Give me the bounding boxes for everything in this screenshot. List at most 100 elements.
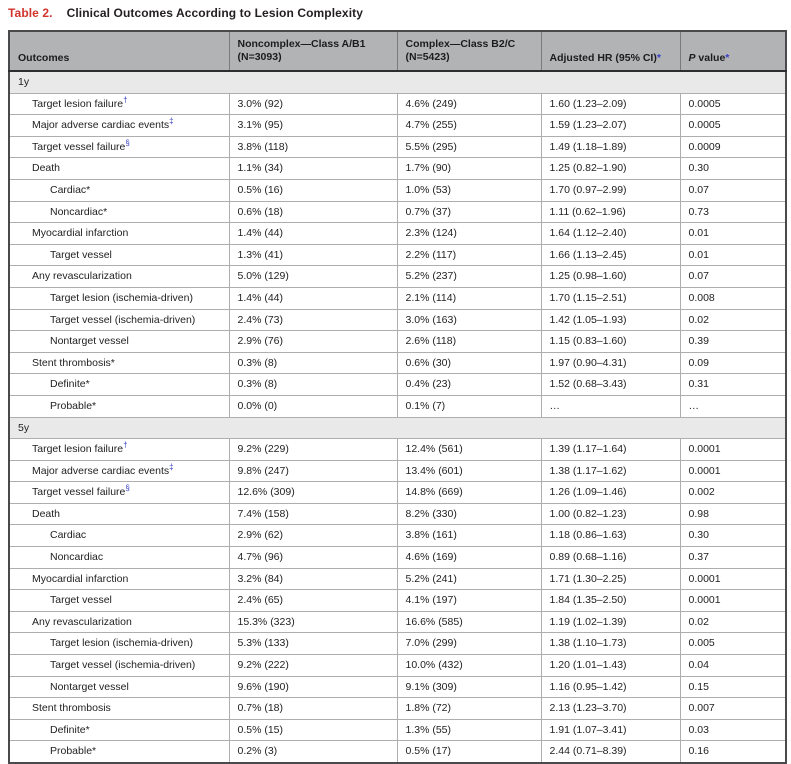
- outcome-label: Definite*: [8, 718, 230, 742]
- outcome-label: Death: [8, 502, 230, 526]
- table-row: Target lesion failure† 3.0% (92) 4.6% (249…: [8, 92, 787, 116]
- complex-value: 1.7% (90): [396, 157, 542, 180]
- outcome-label-text: Any revascularization: [32, 615, 132, 628]
- p-value: 0.01: [679, 243, 787, 267]
- outcome-label-text: Probable*: [50, 399, 97, 412]
- outcome-label: Target vessel failure§: [8, 135, 230, 159]
- outcome-label-text: Target vessel: [50, 248, 112, 261]
- outcome-label-text: Cardiac: [50, 529, 87, 542]
- complex-value: 4.6% (249): [396, 92, 542, 116]
- p-value: 0.03: [679, 718, 787, 742]
- noncomplex-value: 0.2% (3): [228, 740, 398, 764]
- adjusted-hr-value: 0.89 (0.68–1.16): [540, 546, 681, 569]
- table-row: Target lesion (ischemia-driven) 5.3% (133…: [8, 632, 787, 656]
- adjusted-hr-value: 1.38 (1.10–1.73): [540, 632, 681, 656]
- complex-value: 1.8% (72): [396, 697, 542, 720]
- p-value: 0.002: [679, 481, 787, 504]
- table-title-text: Clinical Outcomes According to Lesion Co…: [66, 6, 363, 20]
- outcome-label-text: Target lesion failure: [32, 97, 124, 110]
- outcome-label-text: Target lesion (ischemia-driven): [50, 291, 193, 304]
- table-row: Probable* 0.0% (0) 0.1% (7)……: [8, 394, 787, 418]
- table-row: Death 7.4% (158) 8.2% (330) 1.00 (0.82–1.23…: [8, 502, 787, 526]
- adjusted-hr-value: 1.42 (1.05–1.93): [540, 308, 681, 332]
- table-row: Death 1.1% (34) 1.7% (90) 1.25 (0.82–1.90) 0…: [8, 157, 787, 180]
- outcome-label: Definite*: [8, 373, 230, 396]
- adjusted-hr-value: 1.26 (1.09–1.46): [540, 481, 681, 504]
- adjusted-hr-value: 1.52 (0.68–3.43): [540, 373, 681, 396]
- footnote-symbol: ‡: [169, 462, 174, 472]
- footnote-asterisk: *: [656, 52, 661, 64]
- noncomplex-value: 1.3% (41): [228, 243, 398, 267]
- outcome-label: Target lesion (ischemia-driven): [8, 286, 230, 310]
- p-value: 0.30: [679, 157, 787, 180]
- outcome-label: Myocardial infarction: [8, 222, 230, 245]
- adjusted-hr-value: 1.49 (1.18–1.89): [540, 135, 681, 159]
- p-value: 0.16: [679, 740, 787, 764]
- table-row: Any revascularization 15.3% (323) 16.6% (5…: [8, 610, 787, 634]
- complex-value: 13.4% (601): [396, 459, 542, 483]
- noncomplex-value: 0.0% (0): [228, 394, 398, 418]
- complex-value: 8.2% (330): [396, 502, 542, 526]
- table-row: Target vessel failure§ 3.8% (118) 5.5% (29…: [8, 135, 787, 159]
- adjusted-hr-value: 1.25 (0.82–1.90): [540, 157, 681, 180]
- p-value: 0.0001: [679, 438, 787, 461]
- col-header-noncomplex-label: Noncomplex—Class A/B1: [237, 37, 366, 50]
- col-header-complex: Complex—Class B2/C (N=5423): [396, 31, 541, 72]
- p-value: 0.07: [679, 178, 787, 202]
- outcome-label: Noncardiac*: [8, 200, 230, 224]
- adjusted-hr-value: 1.38 (1.17–1.62): [540, 459, 681, 483]
- outcome-label: Target vessel failure§: [8, 481, 230, 504]
- p-value: 0.73: [679, 200, 787, 224]
- outcome-label-text: Target vessel: [50, 594, 112, 607]
- adjusted-hr-value: 1.15 (0.83–1.60): [540, 330, 681, 353]
- noncomplex-value: 9.6% (190): [228, 675, 398, 699]
- p-value: …: [679, 394, 787, 418]
- outcome-label: Any revascularization: [8, 610, 230, 634]
- outcome-label-text: Death: [32, 507, 61, 520]
- adjusted-hr-value: …: [540, 394, 681, 418]
- noncomplex-value: 12.6% (309): [228, 481, 398, 504]
- p-value: 0.0005: [679, 114, 787, 137]
- complex-value: 3.8% (161): [396, 524, 542, 548]
- noncomplex-value: 0.3% (8): [228, 373, 398, 396]
- noncomplex-value: 4.7% (96): [228, 546, 398, 569]
- outcome-label: Probable*: [8, 740, 230, 764]
- section-label: 1y: [9, 70, 786, 94]
- p-value: 0.09: [679, 351, 787, 375]
- outcome-label-text: Nontarget vessel: [50, 680, 129, 693]
- section-row: 5y: [9, 416, 786, 440]
- table-row: Cardiac* 0.5% (16) 1.0% (53) 1.70 (0.97–2.9…: [8, 178, 787, 202]
- p-value: 0.30: [679, 524, 787, 548]
- section-row: 1y: [9, 70, 786, 94]
- outcome-label: Stent thrombosis*: [8, 351, 230, 375]
- p-value: 0.01: [679, 222, 787, 245]
- section-label: 5y: [9, 416, 786, 440]
- footnote-symbol: §: [125, 138, 130, 148]
- complex-value: 2.6% (118): [396, 330, 542, 353]
- col-header-outcomes-label: Outcomes: [18, 52, 70, 64]
- table-row: Target lesion failure† 9.2% (229) 12.4% (5…: [8, 438, 787, 461]
- noncomplex-value: 9.2% (229): [228, 438, 398, 461]
- footnote-symbol: †: [123, 440, 128, 450]
- noncomplex-value: 9.2% (222): [228, 654, 398, 677]
- p-value: 0.008: [679, 286, 787, 310]
- outcome-label: Target vessel: [8, 589, 230, 612]
- table-row: Noncardiac* 0.6% (18) 0.7% (37) 1.11 (0.62–…: [8, 200, 787, 224]
- table-row: Major adverse cardiac events‡ 9.8% (247) 1…: [8, 459, 787, 483]
- p-value: 0.007: [679, 697, 787, 720]
- noncomplex-value: 2.9% (62): [228, 524, 398, 548]
- complex-value: 2.1% (114): [396, 286, 542, 310]
- adjusted-hr-value: 1.19 (1.02–1.39): [540, 610, 681, 634]
- outcome-label-text: Target vessel failure: [32, 140, 126, 153]
- footnote-asterisk: *: [725, 52, 730, 64]
- noncomplex-value: 0.3% (8): [228, 351, 398, 375]
- p-value: 0.37: [679, 546, 787, 569]
- complex-value: 1.3% (55): [396, 718, 542, 742]
- complex-value: 2.2% (117): [396, 243, 542, 267]
- table-number-label: Table 2.: [8, 6, 53, 20]
- col-header-complex-label: Complex—Class B2/C: [405, 37, 516, 50]
- adjusted-hr-value: 1.25 (0.98–1.60): [540, 265, 681, 288]
- col-header-p-value: P value*: [679, 31, 786, 72]
- table-row: Target vessel 2.4% (65) 4.1% (197) 1.84 (1.…: [8, 589, 787, 612]
- clinical-outcomes-table: Outcomes Noncomplex—Class A/B1 (N=3093) …: [8, 30, 787, 764]
